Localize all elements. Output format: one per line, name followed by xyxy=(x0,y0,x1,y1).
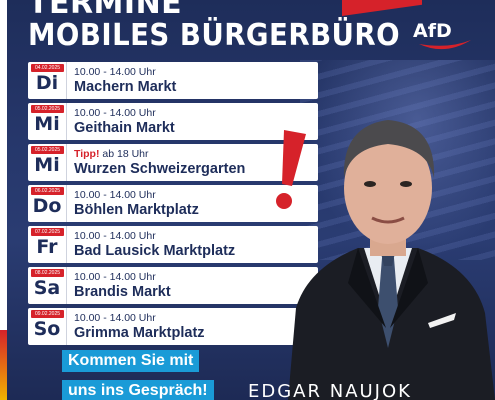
headline-mobiles-buergerbuero: MOBILES BÜRGERBÜRO xyxy=(28,18,401,53)
schedule-row: 04.02.2025 Di 10.00 - 14.00 Uhr Machern … xyxy=(28,62,318,99)
time-text: 10.00 - 14.00 Uhr xyxy=(74,230,156,242)
schedule-row: 07.02.2025 Fr 10.00 - 14.00 Uhr Bad Laus… xyxy=(28,226,318,263)
day-abbreviation: Mi xyxy=(34,154,60,176)
time-line: 10.00 - 14.00 Uhr xyxy=(74,107,156,119)
day-abbreviation: Do xyxy=(32,195,62,217)
time-text: 10.00 - 14.00 Uhr xyxy=(74,312,156,324)
afd-swoosh-icon xyxy=(419,40,471,50)
place-name: Böhlen Marktplatz xyxy=(74,202,199,218)
place-name: Bad Lausick Marktplatz xyxy=(74,243,236,259)
afd-logo-text: AfD xyxy=(413,20,452,42)
date-tag: 08.02.2025 xyxy=(31,269,64,277)
day-tile: 06.02.2025 Do xyxy=(28,185,67,222)
day-tile: 08.02.2025 Sa xyxy=(28,267,67,304)
time-line: 10.00 - 14.00 Uhr xyxy=(74,230,156,242)
place-name: Geithain Markt xyxy=(74,120,175,136)
day-tile: 07.02.2025 Fr xyxy=(28,226,67,263)
date-tag: 05.02.2025 xyxy=(31,146,64,154)
person-name: EDGAR NAUJOK xyxy=(248,381,412,400)
person-portrait-icon xyxy=(288,120,495,400)
time-text: 10.00 - 14.00 Uhr xyxy=(74,271,156,283)
time-text: ab 18 Uhr xyxy=(102,148,149,160)
date-tag: 07.02.2025 xyxy=(31,228,64,236)
date-tag: 05.02.2025 xyxy=(31,105,64,113)
date-tag: 06.02.2025 xyxy=(31,187,64,195)
cta-line-2: uns ins Gespräch! xyxy=(62,380,214,400)
day-abbreviation: Mi xyxy=(34,113,60,135)
schedule-row: 09.02.2025 So 10.00 - 14.00 Uhr Grimma M… xyxy=(28,308,318,345)
day-abbreviation: Fr xyxy=(36,236,58,258)
day-tile: 05.02.2025 Mi xyxy=(28,103,67,140)
time-text: 10.00 - 14.00 Uhr xyxy=(74,66,156,78)
day-tile: 05.02.2025 Mi xyxy=(28,144,67,181)
date-tag: 09.02.2025 xyxy=(31,310,64,318)
time-text: 10.00 - 14.00 Uhr xyxy=(74,107,156,119)
red-corner-banner xyxy=(342,0,422,16)
date-tag: 04.02.2025 xyxy=(31,64,64,72)
cta-line-1: Kommen Sie mit xyxy=(62,350,200,372)
afd-logo: AfD xyxy=(413,20,473,50)
time-line: 10.00 - 14.00 Uhr xyxy=(74,271,156,283)
day-abbreviation: Sa xyxy=(33,277,61,299)
day-tile: 09.02.2025 So xyxy=(28,308,67,345)
exclamation-mark-icon xyxy=(276,130,306,209)
place-name: Wurzen Schweizergarten xyxy=(74,161,246,177)
left-accent-bar xyxy=(0,330,7,400)
time-line: 10.00 - 14.00 Uhr xyxy=(74,66,156,78)
day-tile: 04.02.2025 Di xyxy=(28,62,67,99)
time-line: 10.00 - 14.00 Uhr xyxy=(74,312,156,324)
tipp-label: Tipp! xyxy=(74,148,100,160)
day-abbreviation: So xyxy=(33,318,61,340)
place-name: Grimma Marktplatz xyxy=(74,325,205,341)
headline-termine: TERMINE xyxy=(28,0,183,21)
schedule-row: 05.02.2025 Mi Tipp! ab 18 Uhr Wurzen Sch… xyxy=(28,144,318,181)
place-name: Brandis Markt xyxy=(74,284,171,300)
time-line: Tipp! ab 18 Uhr xyxy=(74,148,149,160)
place-name: Machern Markt xyxy=(74,79,177,95)
left-frame-strip xyxy=(0,0,7,400)
time-line: 10.00 - 14.00 Uhr xyxy=(74,189,156,201)
time-text: 10.00 - 14.00 Uhr xyxy=(74,189,156,201)
schedule-row: 06.02.2025 Do 10.00 - 14.00 Uhr Böhlen M… xyxy=(28,185,318,222)
schedule-row: 05.02.2025 Mi 10.00 - 14.00 Uhr Geithain… xyxy=(28,103,318,140)
day-abbreviation: Di xyxy=(35,72,59,94)
schedule-row: 08.02.2025 Sa 10.00 - 14.00 Uhr Brandis … xyxy=(28,267,318,304)
